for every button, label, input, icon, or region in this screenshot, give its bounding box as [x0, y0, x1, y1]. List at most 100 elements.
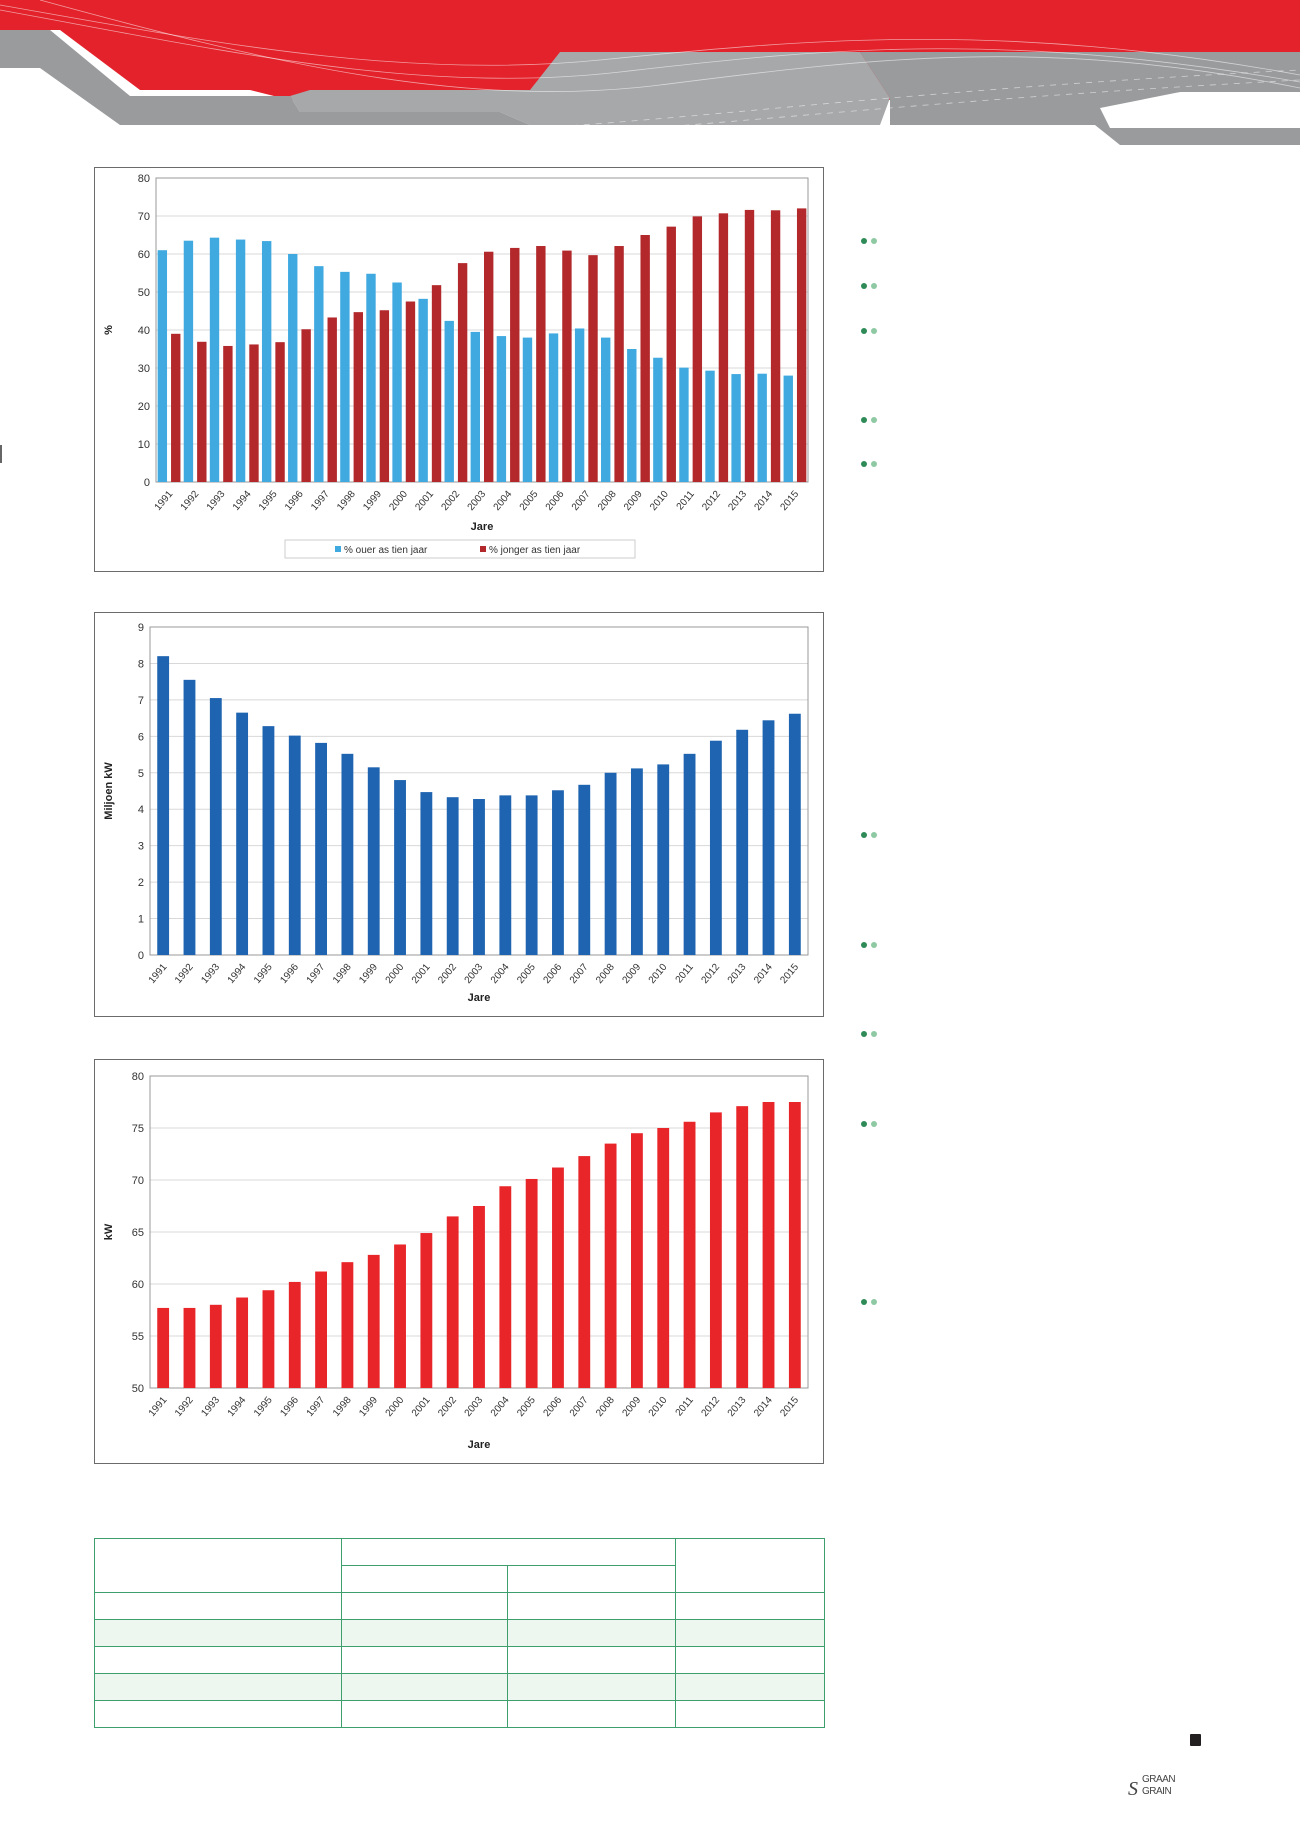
- y-axis-label: Miljoen kW: [103, 762, 115, 820]
- x-tick-label: 1995: [252, 962, 275, 986]
- bar-miljoen-kw: [657, 764, 670, 955]
- bar--jonger-as-tien-jaar: [327, 317, 337, 482]
- x-tick-label: 2004: [489, 1395, 512, 1419]
- chart-legend: % ouer as tien jaar % jonger as tien jaar: [284, 539, 636, 559]
- x-tick-label: 2015: [778, 1395, 801, 1419]
- bar--jonger-as-tien-jaar: [431, 285, 442, 482]
- x-tick-label: 2014: [752, 962, 775, 986]
- bar-kw: [157, 1307, 170, 1388]
- x-tick-label: 2009: [622, 489, 645, 513]
- y-tick-label: 1: [138, 914, 144, 926]
- x-tick-label: 2008: [596, 489, 619, 513]
- x-tick-label: 2000: [387, 489, 410, 513]
- y-tick-label: 50: [132, 1383, 144, 1395]
- x-tick-label: 1991: [153, 489, 176, 513]
- bar--jonger-as-tien-jaar: [588, 255, 598, 482]
- bar-kw: [788, 1102, 801, 1388]
- x-tick-label: 2015: [778, 962, 801, 986]
- y-tick-label: 75: [132, 1123, 144, 1135]
- bullet-marker: [861, 461, 877, 467]
- x-tick-label: 2007: [570, 489, 593, 513]
- y-tick-label: 3: [138, 841, 144, 853]
- x-tick-label: 1994: [231, 489, 254, 513]
- bar-kw: [341, 1262, 354, 1388]
- x-tick-label: 2009: [620, 1395, 643, 1419]
- x-tick-label: 1997: [305, 1395, 328, 1419]
- x-tick-label: 1993: [199, 1395, 222, 1419]
- bar--ouer-as-tien-jaar: [392, 282, 402, 482]
- bar--jonger-as-tien-jaar: [484, 251, 494, 482]
- x-tick-label: 1994: [226, 962, 249, 986]
- bar--jonger-as-tien-jaar: [405, 301, 416, 482]
- x-tick-label: 2011: [674, 962, 697, 986]
- page-end-marker: [1190, 1734, 1201, 1746]
- legend-label: % ouer as tien jaar: [344, 545, 428, 556]
- y-tick-label: 70: [138, 211, 150, 223]
- table-row: [94, 1592, 825, 1620]
- chart-total-power: 0 1 2 3 4 5 6 7 8 9 1991 1992 1993 1994 1995 1996 1997 19…: [94, 612, 824, 1017]
- bullet-marker: [861, 417, 877, 423]
- x-tick-label: 1995: [252, 1395, 275, 1419]
- bar--jonger-as-tien-jaar: [197, 341, 207, 482]
- y-tick-label: 20: [138, 401, 150, 413]
- x-tick-label: 2002: [439, 489, 462, 513]
- table-header-cell: [507, 1565, 677, 1593]
- table-header-cell: [675, 1538, 825, 1593]
- sa-graan-logo: S GRAAN GRAIN: [1128, 1772, 1188, 1804]
- x-tick-label: 2001: [413, 489, 436, 513]
- bar-kw: [183, 1307, 196, 1388]
- bar-kw: [525, 1178, 538, 1388]
- x-tick-label: 1993: [205, 489, 228, 513]
- bar--ouer-as-tien-jaar: [679, 367, 689, 482]
- x-tick-label: 2011: [674, 1395, 697, 1419]
- x-tick-label: 1991: [147, 962, 170, 986]
- x-tick-label: 1997: [305, 962, 328, 986]
- bar-kw: [736, 1106, 749, 1388]
- y-tick-label: 60: [138, 249, 150, 261]
- table-header-cell: [340, 1565, 509, 1593]
- bar-miljoen-kw: [762, 720, 775, 955]
- bar-miljoen-kw: [183, 679, 196, 955]
- y-tick-label: 8: [138, 658, 144, 670]
- bar--ouer-as-tien-jaar: [470, 331, 480, 482]
- bar-miljoen-kw: [683, 753, 696, 955]
- bullet-marker: [861, 832, 877, 838]
- x-tick-label: 2005: [515, 1395, 538, 1419]
- legend-box: [284, 539, 636, 559]
- bar-kw: [367, 1254, 380, 1388]
- table-header-cell: [94, 1538, 342, 1593]
- x-tick-label: 2004: [489, 962, 512, 986]
- bar-miljoen-kw: [420, 792, 433, 955]
- x-tick-label: 2013: [726, 1395, 749, 1419]
- bar-kw: [578, 1156, 591, 1388]
- bar-miljoen-kw: [236, 712, 249, 955]
- y-tick-label: 0: [144, 477, 150, 489]
- header-gray-band-middle: [290, 52, 890, 125]
- bar-miljoen-kw: [262, 726, 275, 955]
- x-tick-label: 2006: [542, 962, 565, 986]
- x-tick-label: 1998: [335, 489, 358, 513]
- header-gray-band-left: [0, 30, 530, 125]
- header-gray-band-right: [860, 52, 1300, 145]
- x-tick-label: 2011: [675, 489, 698, 513]
- x-tick-label: 2003: [463, 1395, 486, 1419]
- bullet-marker: [861, 238, 877, 244]
- x-tick-label: 1999: [357, 962, 380, 986]
- bullet-marker: [861, 1299, 877, 1305]
- y-tick-label: 65: [132, 1227, 144, 1239]
- x-axis-label: Jare: [468, 992, 491, 1004]
- x-tick-label: 1992: [173, 962, 196, 986]
- bar-kw: [630, 1133, 643, 1388]
- x-tick-label: 2010: [647, 962, 670, 986]
- bar--jonger-as-tien-jaar: [301, 329, 311, 482]
- header-wave-lines: [0, 0, 1300, 141]
- bar--ouer-as-tien-jaar: [705, 370, 715, 482]
- x-tick-label: 2013: [726, 489, 749, 513]
- x-tick-label: 1992: [173, 1395, 196, 1419]
- x-tick-label: 2009: [620, 962, 643, 986]
- bullet-marker: [861, 1031, 877, 1037]
- x-tick-label: 2005: [518, 489, 541, 513]
- bar-kw: [762, 1102, 775, 1388]
